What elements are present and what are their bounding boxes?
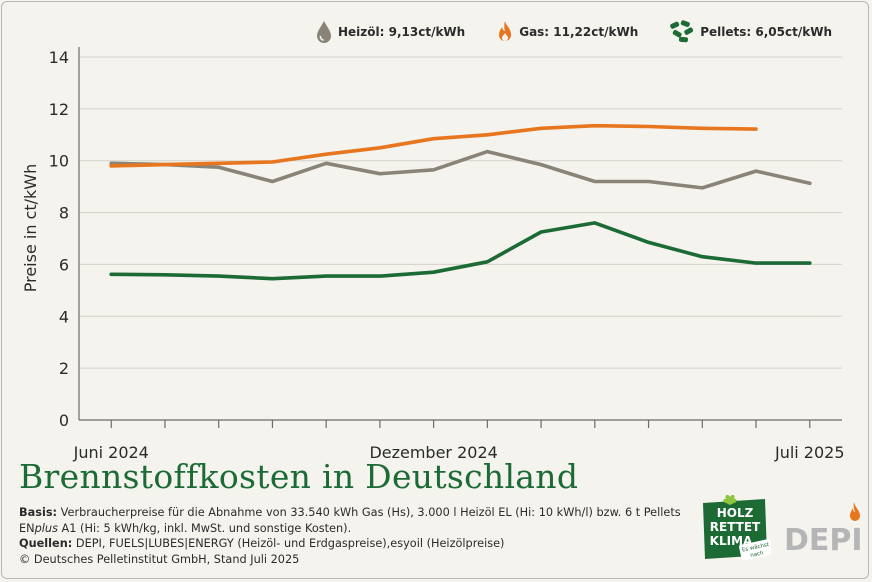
basis-text-2b: plus [34, 521, 58, 535]
legend-item-heizoel: Heizöl: 9,13ct/kWh [314, 20, 465, 44]
series-line-pellets [109, 221, 812, 281]
legend: Heizöl: 9,13ct/kWh Gas: 11,22ct/kWh Pell… [314, 16, 832, 48]
sources-label: Quellen: [19, 537, 73, 550]
hrk-tag-2: nach [750, 550, 765, 559]
chart-title: Brennstoffkosten in Deutschland [19, 457, 579, 496]
basis-text-2a: EN [19, 521, 35, 535]
y-tick-label: 12 [49, 100, 69, 119]
x-tick-label: Juni 2024 [73, 443, 149, 462]
hrk-line-3: KLIMA [710, 534, 753, 548]
y-tick-label: 14 [49, 48, 69, 67]
y-axis-label: Preise in ct/kWh [21, 164, 40, 293]
depi-logo: DEPI [784, 502, 863, 554]
y-tick-label: 0 [59, 411, 69, 430]
oil-drop-icon [317, 21, 331, 43]
hrk-line-1: HOLZ [717, 506, 754, 520]
gridlines [79, 56, 842, 369]
y-tick-label: 6 [59, 255, 69, 274]
axes: 0 2 4 6 8 10 12 14 Juni 2024 Dezember 2024 Juli 20… [49, 47, 845, 462]
legend-item-gas: Gas: 11,22ct/kWh [495, 20, 638, 44]
series-line-heizl [109, 149, 812, 190]
flame-icon [499, 21, 512, 41]
basis-label: Basis: [19, 506, 58, 519]
sources-line: Quellen: DEPI, FUELS|LUBES|ENERGY (Heizö… [19, 536, 699, 552]
legend-label-heizoel: Heizöl: 9,13ct/kWh [338, 25, 466, 39]
series-lines [109, 123, 812, 281]
series-line-gas [109, 123, 758, 168]
y-tick-label: 8 [59, 204, 69, 223]
basis-text-1: Verbraucherpreise für die Abnahme von 33… [57, 506, 681, 519]
copyright-line: © Deutsches Pelletinstitut GmbH, Stand J… [19, 552, 300, 566]
hrk-line-2: RETTET [710, 520, 761, 534]
basis-text-2c: A1 (Hi: 5 kWh/kg, inkl. MwSt. und sonsti… [57, 521, 352, 535]
pellets-icon [670, 20, 694, 43]
basis-line-2: ENplus A1 (Hi: 5 kWh/kg, inkl. MwSt. und… [19, 521, 699, 537]
basis-line-1: Basis: Verbraucherpreise für die Abnahme… [19, 505, 699, 521]
y-tick-label: 4 [59, 307, 69, 326]
hrk-tag-1: Es wächst [741, 542, 770, 554]
sources-text: DEPI, FUELS|LUBES|ENERGY (Heizöl- und Er… [72, 537, 505, 550]
holz-rettet-klima-logo: HOLZ RETTET KLIMA Es wächst nach [703, 495, 771, 561]
x-tick-label: Dezember 2024 [369, 443, 497, 462]
y-tick-label: 2 [59, 359, 69, 378]
x-tick-label: Juli 2025 [774, 443, 845, 462]
y-tick-label: 10 [49, 152, 69, 171]
footnote: Basis: Verbraucherpreise für die Abnahme… [19, 505, 699, 567]
legend-label-pellets: Pellets: 6,05ct/kWh [700, 25, 832, 39]
legend-item-pellets: Pellets: 6,05ct/kWh [668, 20, 832, 44]
depi-wordmark: DEPI [784, 523, 863, 554]
legend-label-gas: Gas: 11,22ct/kWh [519, 25, 639, 39]
